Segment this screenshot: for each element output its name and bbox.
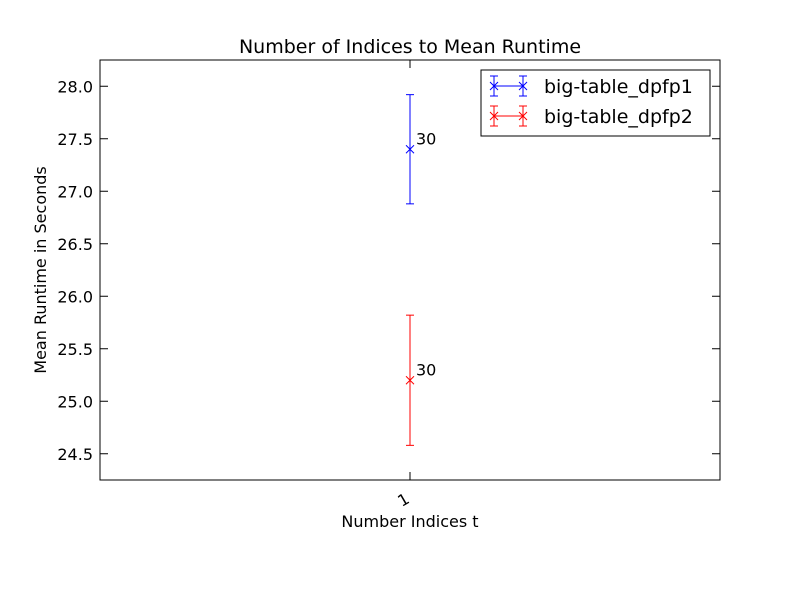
- data-point-annotation: 30: [416, 129, 436, 148]
- legend-entry: big-table_dpfp1: [489, 75, 693, 98]
- chart-title: Number of Indices to Mean Runtime: [239, 36, 581, 58]
- data-point-marker: [405, 375, 415, 385]
- legend-label: big-table_dpfp2: [544, 106, 693, 128]
- y-tick-label: 25.5: [57, 340, 93, 359]
- y-tick-label: 25.0: [57, 392, 93, 411]
- y-tick-label: 27.5: [57, 130, 93, 149]
- legend-frame: [480, 69, 711, 137]
- y-tick-label: 26.5: [57, 235, 93, 254]
- y-tick-label: 27.0: [57, 182, 93, 201]
- y-tick-label: 24.5: [57, 445, 93, 464]
- series-layer: 30 30: [405, 94, 436, 446]
- legend: big-table_dpfp1 big-table_dpfp2: [480, 69, 711, 137]
- y-axis-label: Mean Runtime in Seconds: [31, 166, 50, 373]
- y-tick-label: 28.0: [57, 77, 93, 96]
- legend-label: big-table_dpfp1: [544, 76, 693, 98]
- x-axis-label: Number Indices t: [341, 512, 478, 531]
- legend-entry: big-table_dpfp2: [489, 105, 693, 128]
- legend-marker: [518, 81, 528, 91]
- data-point-marker: [405, 144, 415, 154]
- y-tick-label: 26.0: [57, 287, 93, 306]
- data-point-annotation: 30: [416, 360, 436, 379]
- legend-marker: [489, 81, 499, 91]
- series-1: 30: [405, 94, 436, 205]
- legend-marker: [518, 111, 528, 121]
- legend-marker: [489, 111, 499, 121]
- series-2: 30: [405, 314, 436, 446]
- y-axis-ticks: 24.5 25.0 25.5 26.0 26.5 27.0 27.5 28.0: [57, 77, 720, 464]
